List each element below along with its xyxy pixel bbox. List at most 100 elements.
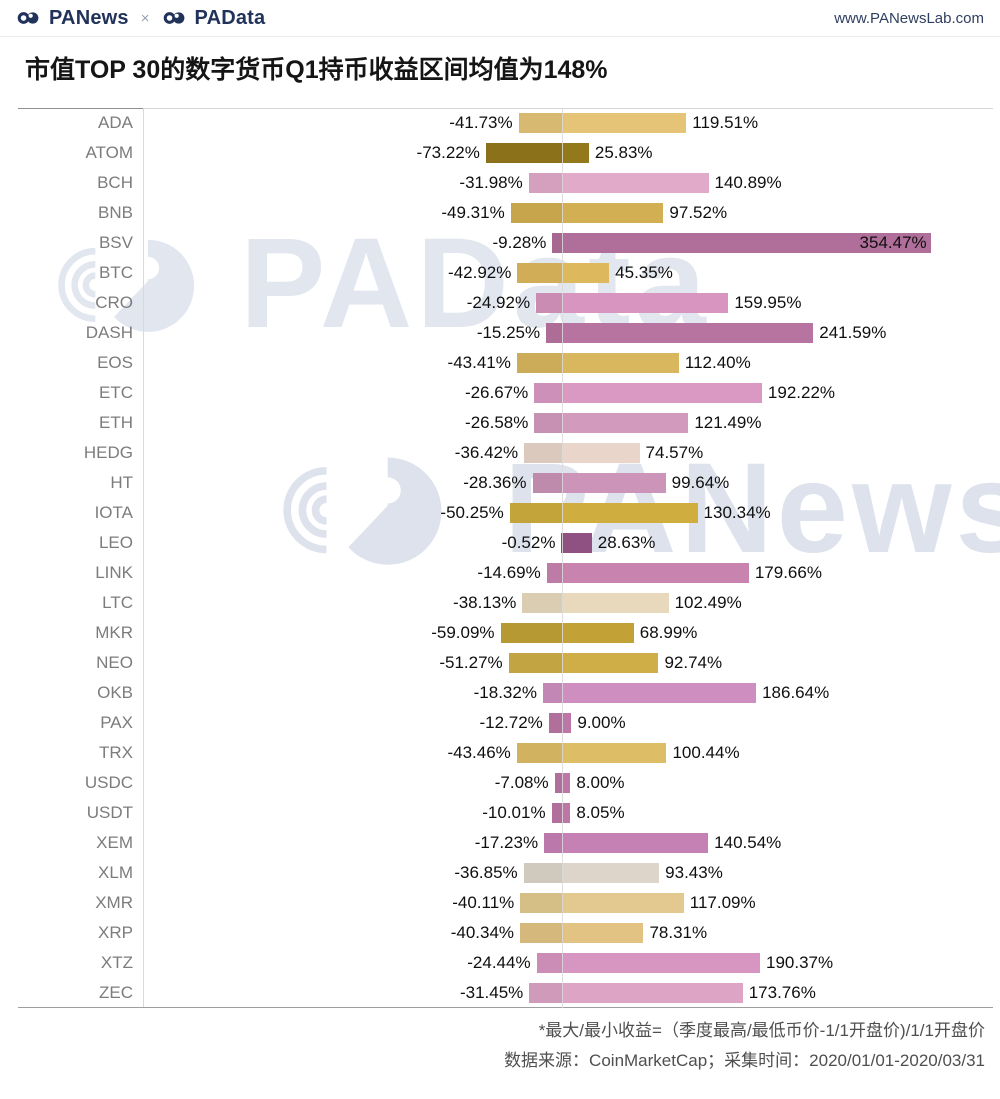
min-value-label: -15.25% xyxy=(476,323,541,342)
range-bar xyxy=(534,413,689,433)
max-value-label: 74.57% xyxy=(645,443,704,462)
max-value-label: 121.49% xyxy=(694,413,762,432)
range-bar xyxy=(529,983,743,1003)
max-value-label: 8.05% xyxy=(576,803,625,822)
min-value-label: -26.58% xyxy=(465,413,529,432)
min-value-label: -9.28% xyxy=(492,233,547,252)
chart-row-eth: ETH -26.58% 121.49% xyxy=(0,408,1000,438)
max-value-label: 179.66% xyxy=(754,563,822,582)
coin-label: MKR xyxy=(95,623,133,642)
chart-row-ltc: LTC -38.13% 102.49% xyxy=(0,588,1000,618)
chart-row-mkr: MKR -59.09% 68.99% xyxy=(0,618,1000,648)
chart-row-pax: PAX -12.72% 9.00% xyxy=(0,708,1000,738)
coin-label: ETH xyxy=(99,413,133,432)
min-value-label: -50.25% xyxy=(440,503,504,522)
coin-label: XRP xyxy=(98,923,133,942)
coin-label: ZEC xyxy=(99,983,133,1002)
max-value-label: 28.63% xyxy=(597,533,656,552)
chart-row-bch: BCH -31.98% 140.89% xyxy=(0,168,1000,198)
chart-row-cro: CRO -24.92% 159.95% xyxy=(0,288,1000,318)
coin-label: DASH xyxy=(85,323,133,342)
negative-segment-shade xyxy=(534,413,562,433)
max-value-label: 140.89% xyxy=(714,173,782,192)
max-value-label: 68.99% xyxy=(639,623,698,642)
min-value-label: -24.44% xyxy=(467,953,531,972)
negative-segment-shade xyxy=(532,473,562,493)
chart-row-etc: ETC -26.67% 192.22% xyxy=(0,378,1000,408)
range-bar xyxy=(520,923,644,943)
max-value-label: 173.76% xyxy=(748,983,816,1002)
chart-row-iota: IOTA -50.25% 130.34% xyxy=(0,498,1000,528)
min-value-label: -43.41% xyxy=(447,353,511,372)
chart-row-xtz: XTZ -24.44% 190.37% xyxy=(0,948,1000,978)
range-bar xyxy=(509,503,698,523)
coin-label: NEO xyxy=(96,653,133,672)
range-bar xyxy=(520,893,684,913)
negative-segment-shade xyxy=(508,653,562,673)
chart-row-hedg: HEDG -36.42% 74.57% xyxy=(0,438,1000,468)
max-value-label: 45.35% xyxy=(615,263,673,282)
range-bar xyxy=(561,533,592,553)
negative-segment-shade xyxy=(528,173,562,193)
chart-row-leo: LEO -0.52% 28.63% xyxy=(0,528,1000,558)
range-bar xyxy=(551,803,571,823)
chart-row-xmr: XMR -40.11% 117.09% xyxy=(0,888,1000,918)
max-value-label: 130.34% xyxy=(703,503,771,522)
min-value-label: -14.69% xyxy=(477,563,541,582)
range-bar xyxy=(523,863,660,883)
range-bar xyxy=(546,323,814,343)
coin-label: XTZ xyxy=(100,953,133,972)
range-bar xyxy=(500,623,634,643)
range-bar xyxy=(534,383,762,403)
chart-row-bsv: BSV -9.28% 354.47% xyxy=(0,228,1000,258)
negative-segment-shade xyxy=(516,353,562,373)
range-bar xyxy=(536,293,729,313)
min-value-label: -36.85% xyxy=(454,863,518,882)
negative-segment-shade xyxy=(520,923,562,943)
min-value-label: -18.32% xyxy=(473,683,537,702)
max-value-label: 159.95% xyxy=(734,293,802,312)
max-value-label: 140.54% xyxy=(714,833,782,852)
range-bar xyxy=(508,653,659,673)
negative-segment-shade xyxy=(536,293,562,313)
coin-label: ETC xyxy=(99,383,133,402)
brand-logos: PANews × PAData xyxy=(16,7,265,30)
panews-logo-icon xyxy=(17,12,39,24)
max-value-label: 241.59% xyxy=(819,323,887,342)
negative-segment-shade xyxy=(523,863,562,883)
chart-row-xem: XEM -17.23% 140.54% xyxy=(0,828,1000,858)
min-value-label: -51.27% xyxy=(439,653,503,672)
min-value-label: -10.01% xyxy=(482,803,546,822)
chart-row-ht: HT -28.36% 99.64% xyxy=(0,468,1000,498)
max-value-label: 99.64% xyxy=(671,473,730,492)
coin-label: BNB xyxy=(98,203,133,222)
chart-row-zec: ZEC -31.45% 173.76% xyxy=(0,978,1000,1008)
max-value-label: 97.52% xyxy=(669,203,728,222)
coin-label: OKB xyxy=(97,683,133,702)
min-value-label: -31.45% xyxy=(459,983,524,1002)
chart-row-ada: ADA -41.73% 119.51% xyxy=(0,108,1000,138)
chart-row-neo: NEO -51.27% 92.74% xyxy=(0,648,1000,678)
range-bar xyxy=(516,353,679,373)
coin-label: USDC xyxy=(84,773,133,792)
zero-gridline xyxy=(562,108,563,1008)
range-bar xyxy=(516,743,667,763)
range-bar xyxy=(544,833,709,853)
range-bar xyxy=(510,203,664,223)
chart-row-usdt: USDT -10.01% 8.05% xyxy=(0,798,1000,828)
footnote-formula: *最大/最小收益=（季度最高/最低币价-1/1开盘价)/1/1开盘价 xyxy=(538,1021,985,1040)
site-url: www.PANewsLab.com xyxy=(834,9,984,27)
negative-segment-shade xyxy=(500,623,562,643)
coin-label: LTC xyxy=(102,593,133,612)
chart-row-trx: TRX -43.46% 100.44% xyxy=(0,738,1000,768)
min-value-label: -49.31% xyxy=(441,203,505,222)
coin-label: CRO xyxy=(95,293,133,312)
negative-segment-shade xyxy=(542,683,562,703)
negative-segment-shade xyxy=(529,983,562,1003)
min-value-label: -41.73% xyxy=(449,113,513,132)
range-bar xyxy=(522,593,669,613)
chart-row-eos: EOS -43.41% 112.40% xyxy=(0,348,1000,378)
max-value-label: 92.74% xyxy=(664,653,723,672)
range-bar xyxy=(518,113,687,133)
